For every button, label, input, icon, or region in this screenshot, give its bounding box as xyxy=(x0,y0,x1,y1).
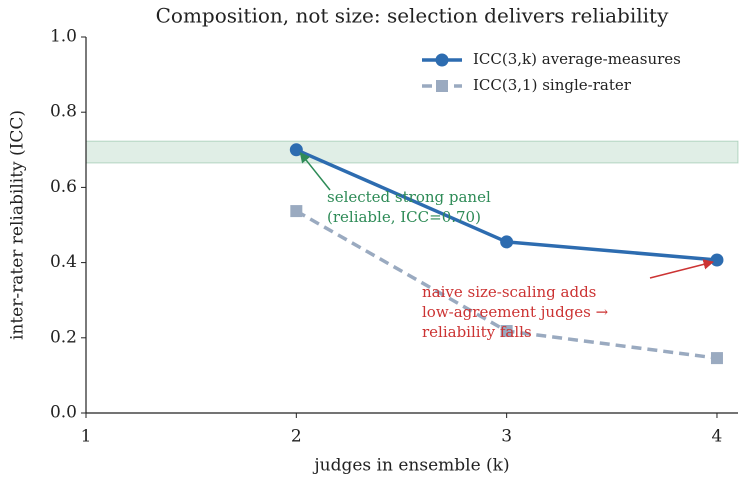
marker xyxy=(500,325,513,338)
chart-title: Composition, not size: selection deliver… xyxy=(156,4,669,28)
y-tick-label: 0.0 xyxy=(50,403,77,423)
x-tick-label: 1 xyxy=(81,427,92,447)
annotation-text: selected strong panel xyxy=(327,188,491,206)
marker xyxy=(710,352,723,365)
annotation-text: reliability falls xyxy=(422,323,532,341)
marker xyxy=(290,205,303,218)
marker xyxy=(710,253,724,267)
legend-label: ICC(3,k) average-measures xyxy=(473,50,681,68)
marker xyxy=(500,235,514,249)
annotation-arrow xyxy=(299,151,331,191)
x-tick-label: 4 xyxy=(712,427,723,447)
y-tick-label: 0.2 xyxy=(50,327,77,347)
x-tick-label: 3 xyxy=(501,427,512,447)
legend-marker xyxy=(436,80,448,92)
y-tick-label: 1.0 xyxy=(50,27,77,47)
legend-label: ICC(3,1) single-rater xyxy=(473,76,632,94)
y-axis-label: inter-rater reliability (ICC) xyxy=(8,110,28,340)
y-tick-label: 0.6 xyxy=(50,177,77,197)
legend-marker xyxy=(435,53,449,67)
x-tick-label: 2 xyxy=(291,427,302,447)
annotation-text: low-agreement judges → xyxy=(422,303,609,321)
x-axis-label: judges in ensemble (k) xyxy=(312,456,509,476)
marker xyxy=(289,143,303,157)
y-tick-label: 0.8 xyxy=(50,102,77,122)
y-tick-label: 0.4 xyxy=(50,252,77,272)
annotation-arrow xyxy=(649,259,714,279)
annotation-text: naive size-scaling adds xyxy=(422,283,596,301)
annotation-text: (reliable, ICC=0.70) xyxy=(327,208,481,226)
highlight-band xyxy=(85,140,739,164)
